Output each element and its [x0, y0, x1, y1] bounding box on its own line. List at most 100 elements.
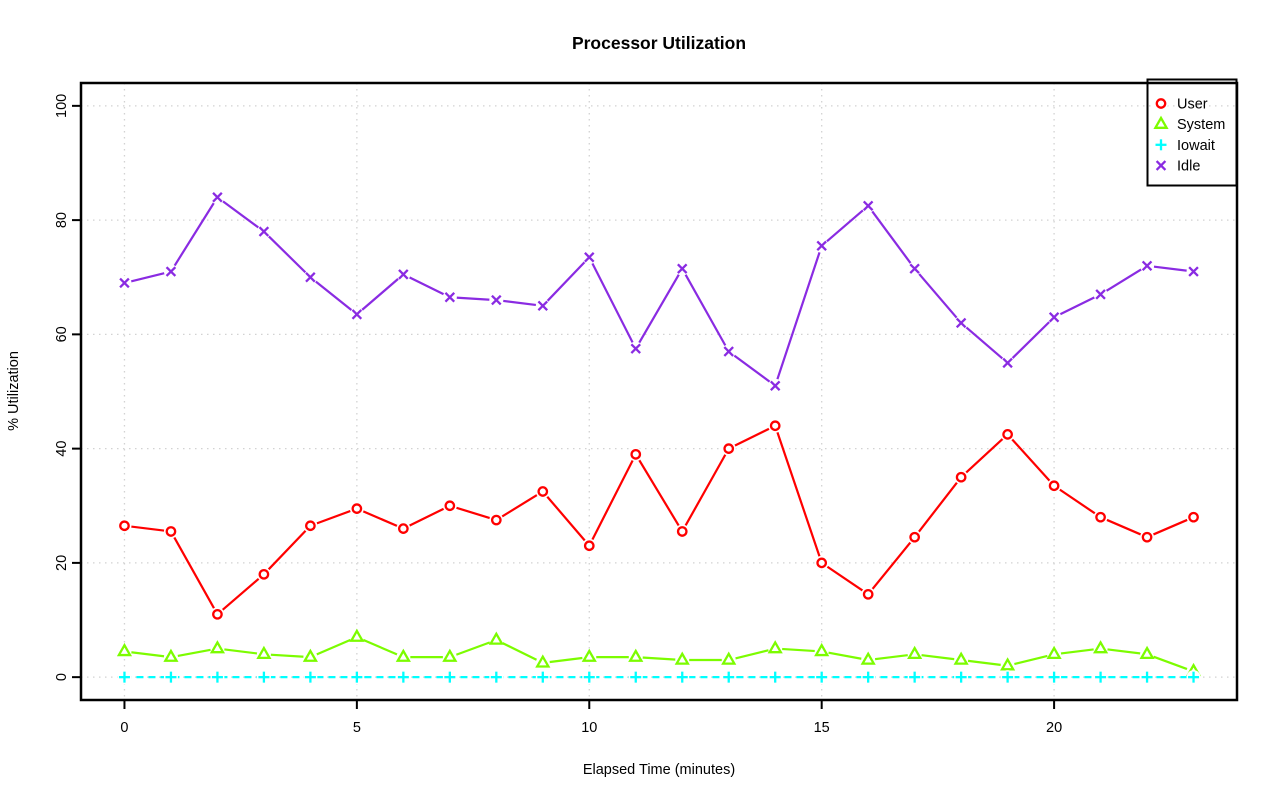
series-line: [124, 636, 1194, 673]
legend-item-iowait: Iowait: [1154, 137, 1215, 154]
circle-marker: [583, 540, 595, 552]
x-marker: [444, 292, 456, 303]
circle-marker: [1002, 428, 1013, 440]
circle-marker: [305, 520, 316, 532]
x-marker: [769, 380, 781, 392]
circle-marker: [1155, 98, 1167, 109]
x-marker: [491, 294, 502, 306]
circle-marker: [723, 443, 735, 454]
x-marker: [1002, 357, 1013, 369]
circle-marker: [119, 520, 130, 532]
triangle-marker: [302, 648, 318, 662]
circle-marker: [165, 526, 177, 537]
triangle-marker: [814, 642, 830, 657]
x-marker: [862, 200, 874, 212]
x-marker: [630, 343, 641, 354]
y-tick-label: 100: [54, 94, 70, 118]
circle-marker: [351, 503, 363, 514]
x-tick-label: 20: [1046, 720, 1062, 736]
triangle-marker: [442, 648, 458, 662]
triangle-marker: [628, 648, 644, 662]
circle-marker: [1048, 480, 1060, 492]
x-marker: [1155, 160, 1167, 171]
triangle-marker: [488, 631, 504, 645]
circle-marker: [1095, 511, 1106, 523]
series-layer: [116, 190, 1202, 685]
circle-marker: [1188, 511, 1199, 523]
y-tick-label: 20: [54, 555, 70, 571]
x-marker: [723, 346, 734, 357]
series-user: [117, 418, 1201, 622]
axis-layer: 0 5 10 15 20 0 20 40 60 80 100: [54, 94, 1062, 736]
x-marker: [1048, 312, 1060, 323]
x-marker: [398, 269, 409, 280]
legend-item-idle: Idle: [1154, 158, 1200, 175]
triangle-marker: [163, 648, 179, 662]
grid-layer: [81, 83, 1237, 700]
x-marker: [955, 317, 967, 329]
triangle-marker: [953, 651, 969, 665]
x-tick-label: 5: [353, 720, 361, 736]
triangle-marker: [256, 645, 272, 660]
triangle-marker: [721, 651, 737, 665]
x-marker: [909, 263, 920, 274]
y-tick-label: 80: [54, 212, 70, 228]
circle-marker: [212, 608, 223, 620]
series-idle: [117, 190, 1201, 393]
x-tick-label: 10: [581, 720, 597, 736]
y-axis-label: % Utilization: [6, 351, 22, 431]
series-line: [124, 196, 1194, 387]
circle-marker: [398, 523, 409, 534]
series-line: [124, 424, 1194, 616]
triangle-marker: [674, 651, 690, 665]
circle-marker: [955, 471, 967, 483]
x-marker: [212, 192, 223, 203]
triangle-marker: [1092, 640, 1109, 654]
chart-title: Processor Utilization: [572, 33, 746, 53]
triangle-marker: [209, 640, 226, 654]
circle-marker: [816, 557, 828, 569]
circle-marker: [490, 514, 502, 526]
triangle-marker: [1153, 115, 1169, 129]
legend-item-label: Idle: [1177, 159, 1200, 175]
circle-marker: [909, 531, 920, 543]
x-axis-label: Elapsed Time (minutes): [583, 762, 735, 778]
triangle-marker: [116, 642, 133, 657]
circle-marker: [769, 420, 781, 432]
triangle-marker: [395, 648, 411, 662]
circle-marker: [258, 568, 270, 580]
circle-marker: [630, 448, 642, 460]
plot-border: [79, 81, 1239, 702]
triangle-marker: [907, 645, 923, 660]
circle-marker: [862, 588, 874, 600]
x-marker: [816, 240, 827, 252]
circle-marker: [1141, 531, 1153, 543]
y-tick-label: 40: [54, 441, 70, 457]
x-marker: [1095, 289, 1106, 300]
x-marker: [1141, 260, 1153, 272]
x-marker: [1188, 266, 1199, 277]
legend-item-system: System: [1153, 115, 1225, 133]
triangle-marker: [1046, 645, 1062, 660]
circle-marker: [537, 486, 549, 497]
x-tick-label: 15: [814, 720, 830, 736]
x-marker: [305, 272, 316, 283]
triangle-marker: [349, 628, 365, 642]
series-system: [116, 628, 1202, 679]
legend-item-label: User: [1177, 97, 1208, 113]
x-marker: [258, 226, 270, 237]
legend-box: [1146, 78, 1238, 187]
triangle-marker: [535, 654, 551, 668]
x-marker: [537, 300, 549, 312]
x-marker: [677, 263, 688, 274]
triangle-marker: [1000, 657, 1016, 671]
legend-item-label: System: [1177, 117, 1225, 133]
y-tick-label: 0: [54, 673, 70, 681]
legend-item-user: User: [1154, 96, 1208, 113]
x-tick-label: 0: [120, 720, 128, 736]
circle-marker: [444, 500, 456, 512]
y-tick-label: 60: [54, 326, 70, 342]
x-marker: [165, 266, 177, 277]
